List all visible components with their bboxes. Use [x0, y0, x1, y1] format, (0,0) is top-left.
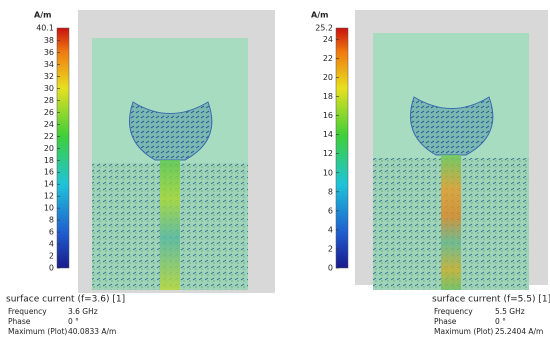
info-value: 0 °	[68, 317, 79, 326]
colorbar-tick-label: 10	[323, 168, 333, 177]
view-right	[355, 10, 548, 290]
colorbar-tick-label: 38	[44, 36, 54, 45]
colorbar-tick-label: 32	[44, 72, 54, 81]
colorbar-tick-label: 4	[328, 225, 333, 234]
info-label: Maximum (Plot)	[8, 327, 67, 336]
colorbar-tick-label: 22	[44, 132, 54, 141]
colorbar-tick-label: 18	[44, 156, 54, 165]
colorbar-tick-label: 22	[323, 54, 333, 63]
colorbar-tick-label: 8	[49, 216, 54, 225]
colorbar-tick-label: 28	[44, 96, 54, 105]
colorbar-max-label: 40.1	[36, 24, 54, 33]
info-label: Phase	[434, 317, 457, 326]
caption: surface current (f=5.5) [1]	[432, 295, 550, 305]
colorbar-tick-label: 20	[44, 144, 54, 153]
colorbar-tick-label: 24	[323, 35, 333, 44]
colorbar-tick-label: 14	[323, 130, 333, 139]
colorbar-tick-label: 26	[44, 108, 54, 117]
info-value: 0 °	[495, 317, 506, 326]
colorbar-tick-label: 2	[328, 244, 333, 253]
info-label: Frequency	[8, 307, 47, 316]
colorbar-tick-label: 12	[44, 192, 54, 201]
info-label: Maximum (Plot)	[434, 327, 493, 336]
colorbar-tick-label: 6	[328, 206, 333, 215]
colorbar-tick-label: 8	[328, 187, 333, 196]
info-label: Frequency	[434, 307, 473, 316]
colorbar-unit: A/m	[34, 11, 51, 20]
colorbar-tick-label: 6	[49, 228, 54, 237]
colorbar-tick-label: 16	[323, 111, 333, 120]
colorbar-tick-label: 30	[44, 84, 54, 93]
view-left	[78, 10, 275, 293]
colorbar-tick-label: 10	[44, 204, 54, 213]
info-value: 25.2404 A/m	[495, 327, 543, 336]
colorbar-tick-label: 18	[323, 92, 333, 101]
colorbar-tick-label: 12	[323, 149, 333, 158]
colorbar-tick-label: 0	[49, 264, 54, 273]
colorbar-tick-label: 34	[44, 60, 54, 69]
colorbar-tick-label: 4	[49, 240, 54, 249]
colorbar-tick-label: 36	[44, 48, 54, 57]
info-value: 40.0833 A/m	[68, 327, 116, 336]
colorbar-tick-label: 14	[44, 180, 54, 189]
colorbar-tick-label: 2	[49, 252, 54, 261]
colorbar-tick-label: 24	[44, 120, 54, 129]
colorbar-max-label: 25.2	[315, 24, 333, 33]
colorbar	[335, 27, 349, 269]
info-value: 5.5 GHz	[495, 307, 525, 316]
colorbar-tick-label: 0	[328, 264, 333, 273]
colorbar-tick-label: 20	[323, 73, 333, 82]
colorbar-unit: A/m	[311, 11, 328, 20]
info-value: 3.6 GHz	[68, 307, 98, 316]
caption: surface current (f=3.6) [1]	[6, 295, 125, 305]
info-label: Phase	[8, 317, 31, 326]
colorbar-tick-label: 16	[44, 168, 54, 177]
